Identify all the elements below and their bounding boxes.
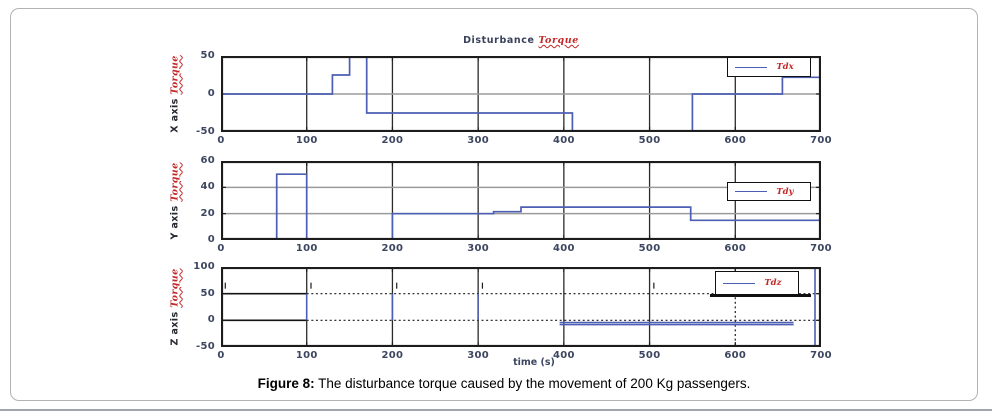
y-tick-label-y-20: 20 bbox=[200, 207, 215, 219]
legend-tdz: Tdz bbox=[715, 271, 799, 295]
legend-tdz-underline-bar bbox=[710, 294, 811, 297]
page-bottom-rule bbox=[0, 409, 992, 411]
y-tick-label-y-60: 60 bbox=[200, 155, 215, 166]
x-tick-label-x-600: 600 bbox=[724, 135, 747, 146]
y-tick-label-x-0: 0 bbox=[207, 88, 215, 99]
plot-svg-z bbox=[221, 267, 821, 347]
y-tick-label-x--50: -50 bbox=[196, 126, 215, 137]
x-tick-label-y-200: 200 bbox=[381, 243, 404, 254]
ylabel-z-axis-torque: Z axis Torque bbox=[170, 268, 181, 345]
y-tick-label-x-50: 50 bbox=[200, 50, 215, 61]
x-axis-label: time (s) bbox=[513, 357, 555, 368]
x-tick-label-y-0: 0 bbox=[217, 243, 225, 254]
y-tick-label-z-50: 50 bbox=[200, 287, 215, 299]
legend-label-tdy: Tdy bbox=[776, 186, 794, 197]
legend-label-tdx: Tdx bbox=[776, 62, 794, 72]
chart-title-black: Disturbance bbox=[463, 35, 535, 46]
figure-caption: Figure 8: The disturbance torque caused … bbox=[21, 376, 987, 391]
x-tick-label-z-100: 100 bbox=[295, 350, 318, 361]
y-tick-label-y-40: 40 bbox=[200, 181, 215, 193]
x-tick-label-y-300: 300 bbox=[467, 243, 490, 254]
legend-tdy: Tdy bbox=[727, 182, 811, 201]
chart-title: Disturbance Torque bbox=[221, 35, 821, 46]
figure-card: Disturbance Torque X axis Torque Y axis … bbox=[10, 8, 978, 401]
legend-line-sample bbox=[722, 282, 756, 284]
x-tick-label-x-300: 300 bbox=[467, 135, 490, 146]
x-tick-label-z-400: 400 bbox=[552, 350, 575, 361]
x-tick-label-z-200: 200 bbox=[381, 350, 404, 361]
y-tick-label-z-100: 100 bbox=[193, 261, 215, 272]
x-tick-label-y-600: 600 bbox=[724, 243, 747, 254]
x-tick-label-z-700: 700 bbox=[810, 350, 832, 361]
x-tick-label-z-300: 300 bbox=[467, 350, 490, 361]
x-tick-label-x-200: 200 bbox=[381, 135, 404, 146]
x-tick-label-x-500: 500 bbox=[638, 135, 661, 146]
x-tick-label-z-0: 0 bbox=[217, 350, 225, 361]
y-tick-label-y-0: 0 bbox=[207, 234, 215, 245]
x-tick-label-y-400: 400 bbox=[552, 243, 575, 254]
x-tick-label-x-700: 700 bbox=[810, 135, 832, 146]
plot-svg-y bbox=[221, 161, 821, 240]
x-tick-label-z-600: 600 bbox=[724, 350, 747, 361]
legend-label-tdz: Tdz bbox=[764, 278, 782, 288]
ylabel-y-axis-torque: Y axis Torque bbox=[170, 162, 181, 239]
chart-title-red: Torque bbox=[538, 35, 579, 46]
x-tick-label-x-0: 0 bbox=[217, 135, 225, 146]
plot-x-axis-torque bbox=[221, 56, 821, 132]
x-tick-label-y-700: 700 bbox=[810, 243, 832, 254]
figure-caption-number: Figure 8: bbox=[257, 376, 315, 391]
x-tick-label-y-500: 500 bbox=[638, 243, 661, 254]
x-tick-label-z-500: 500 bbox=[638, 350, 661, 361]
x-tick-label-x-100: 100 bbox=[295, 135, 318, 146]
legend-line-sample bbox=[734, 191, 768, 192]
x-tick-label-x-400: 400 bbox=[552, 135, 575, 146]
x-tick-label-y-100: 100 bbox=[295, 243, 318, 254]
plot-svg-x bbox=[221, 56, 821, 132]
y-tick-label-z-0: 0 bbox=[207, 314, 215, 326]
plot-y-axis-torque bbox=[221, 161, 821, 240]
figure-caption-text: The disturbance torque caused by the mov… bbox=[314, 376, 751, 391]
y-tick-label-z--50: -50 bbox=[196, 341, 215, 352]
legend-tdx: Tdx bbox=[727, 57, 811, 77]
legend-line-sample bbox=[734, 66, 768, 68]
